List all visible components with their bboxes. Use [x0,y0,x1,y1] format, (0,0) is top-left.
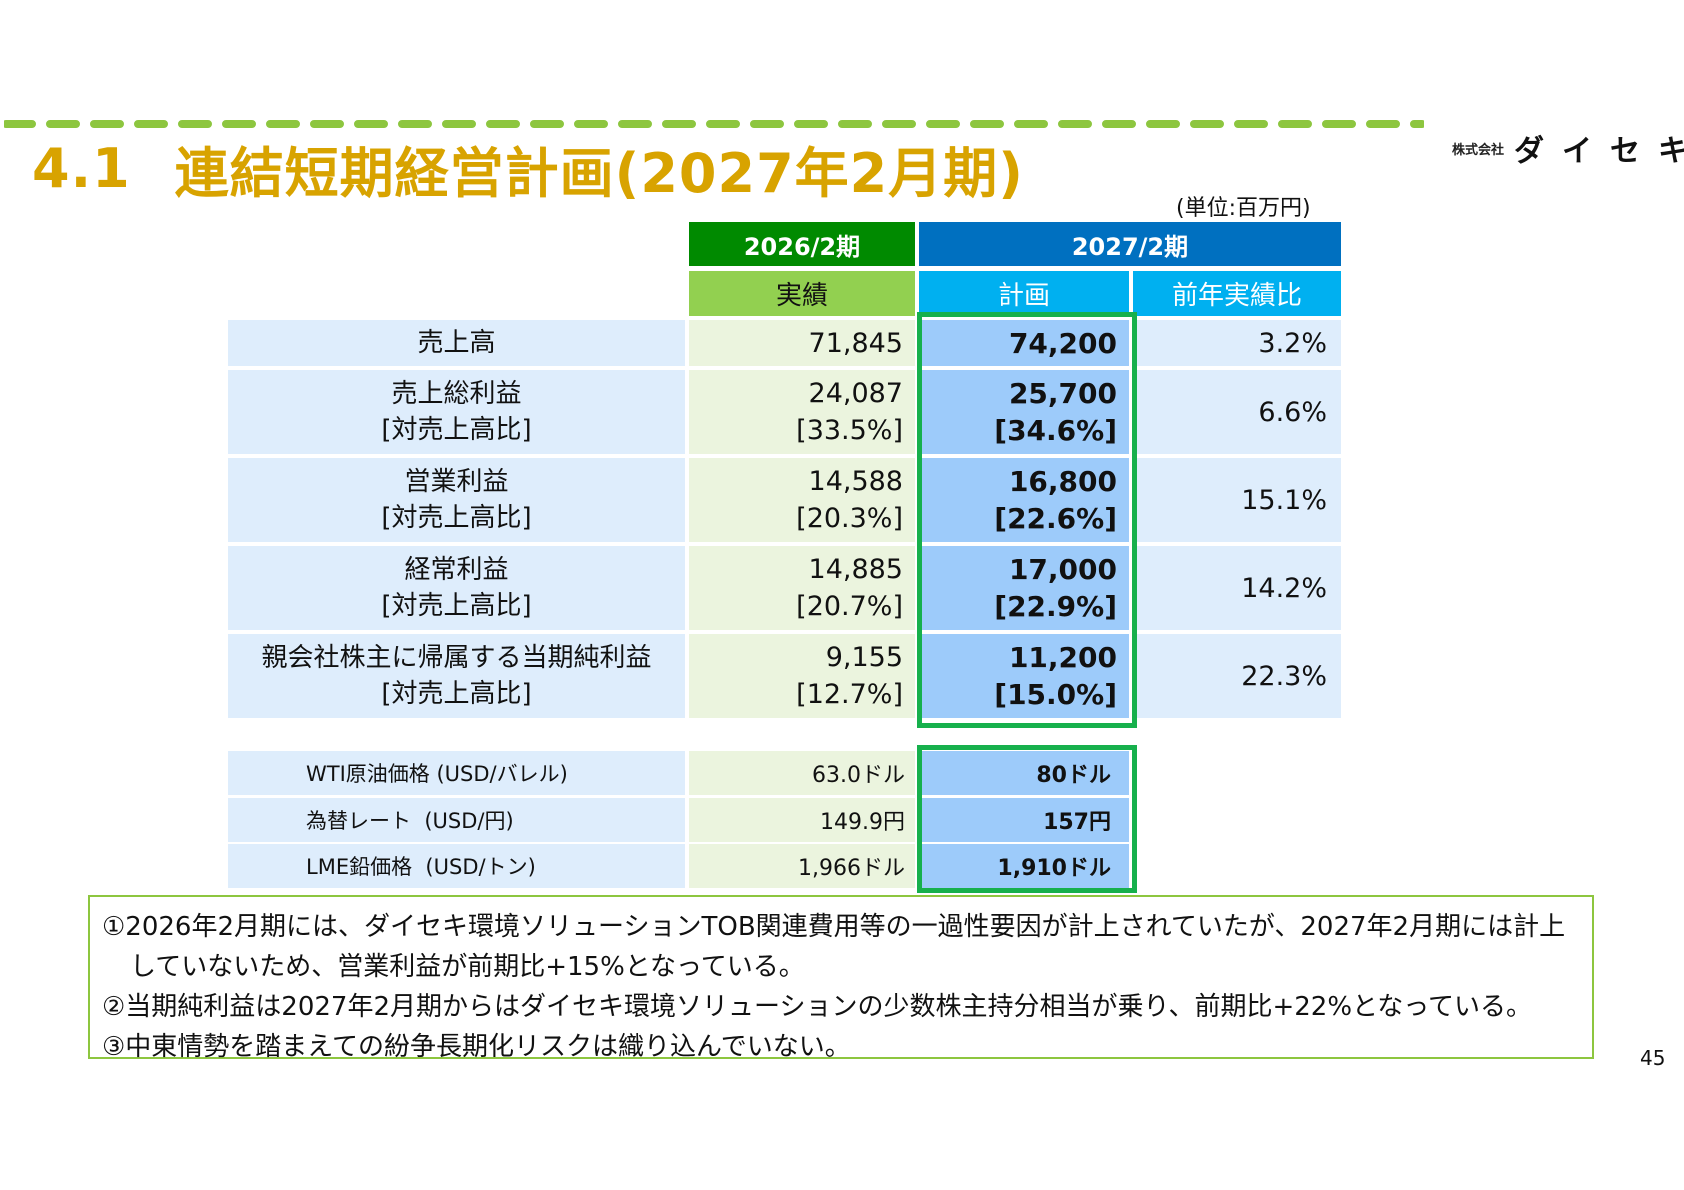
cell-actual-ordinary-profit: 14,885 [20.7%] [689,546,915,630]
logo-name: ダイセキ [1514,134,1684,169]
cell-actual-sales: 71,845 [689,320,915,366]
assumption-plan-lme: 1,910ドル [919,844,1129,888]
section-number: 4.1 [32,136,131,200]
cell-yoy-operating-profit: 15.1% [1133,458,1341,542]
note-1-line-1: ①2026年2月期には、ダイセキ環境ソリューションTOB関連費用等の一過性要因が… [102,912,1566,942]
assumption-actual-fx: 149.9円 [689,798,915,842]
assumption-actual-lme: 1,966ドル [689,844,915,888]
title-text: 連結短期経営計画(2027年2月期) [174,141,1024,205]
cell-plan-ordinary-profit: 17,000 [22.9%] [919,546,1129,630]
row-label-ordinary-profit: 経常利益 [対売上高比] [228,546,685,630]
note-3: ③中東情勢を踏まえての紛争長期化リスクは織り込んでいない。 [102,1032,851,1062]
cell-actual-net-income: 9,155 [12.7%] [689,634,915,718]
assumption-plan-fx: 157円 [919,798,1129,842]
cell-yoy-sales: 3.2% [1133,320,1341,366]
header-2027: 2027/2期 [919,222,1341,266]
cell-actual-gross-profit: 24,087 [33.5%] [689,370,915,454]
assumption-plan-wti: 80ドル [919,751,1129,795]
page-number: 45 [1640,1046,1666,1070]
logo-prefix: 株式会社 [1452,142,1505,158]
subheader-actual: 実績 [689,271,915,316]
unit-label: (単位:百万円) [1176,196,1311,221]
assumption-label-fx: 為替レート (USD/円) [228,798,685,842]
dashed-divider [4,120,1424,128]
company-logo: 株式会社 ダイセキ [1452,126,1684,170]
cell-yoy-ordinary-profit: 14.2% [1133,546,1341,630]
cell-plan-net-income: 11,200 [15.0%] [919,634,1129,718]
row-label-sales: 売上高 [228,320,685,366]
cell-plan-gross-profit: 25,700 [34.6%] [919,370,1129,454]
notes-box: ①2026年2月期には、ダイセキ環境ソリューションTOB関連費用等の一過性要因が… [88,895,1594,1062]
row-label-operating-profit: 営業利益 [対売上高比] [228,458,685,542]
row-label-net-income: 親会社株主に帰属する当期純利益 [対売上高比] [228,634,685,718]
cell-actual-operating-profit: 14,588 [20.3%] [689,458,915,542]
note-1-line-2: していないため、営業利益が前期比+15%となっている。 [130,952,805,982]
cell-plan-operating-profit: 16,800 [22.6%] [919,458,1129,542]
cell-yoy-net-income: 22.3% [1133,634,1341,718]
subheader-plan: 計画 [919,271,1129,316]
header-2026: 2026/2期 [689,222,915,266]
cell-yoy-gross-profit: 6.6% [1133,370,1341,454]
note-2: ②当期純利益は2027年2月期からはダイセキ環境ソリューションの少数株主持分相当… [102,992,1532,1022]
row-label-gross-profit: 売上総利益 [対売上高比] [228,370,685,454]
assumption-label-wti: WTI原油価格 (USD/バレル) [228,751,685,795]
subheader-yoy: 前年実績比 [1133,271,1341,316]
page-title: 4.1 連結短期経営計画(2027年2月期) [32,136,1024,205]
assumption-label-lme: LME鉛価格 (USD/トン) [228,844,685,888]
assumption-actual-wti: 63.0ドル [689,751,915,795]
cell-plan-sales: 74,200 [919,320,1129,366]
